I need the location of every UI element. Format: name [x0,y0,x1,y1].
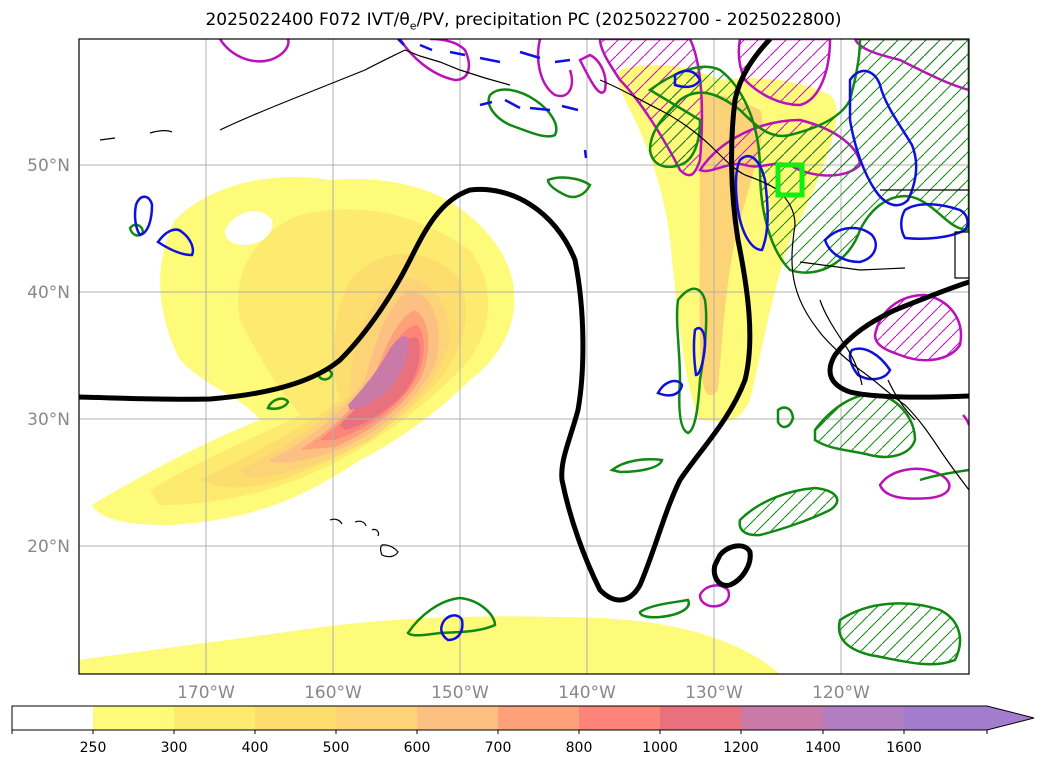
colorbar-tick-label: 400 [242,740,269,756]
lat-label: 40°N [27,283,70,303]
lat-label: 50°N [27,156,70,176]
map-frame [78,38,970,675]
lon-label: 120°W [812,683,870,703]
colorbar-tick-label: 500 [323,740,350,756]
colorbar-tick-label: 600 [404,740,431,756]
colorbar-segment [823,706,904,730]
gridlines [79,39,969,674]
colorbar-tick-label: 300 [161,740,188,756]
colorbar-segment [417,706,498,730]
colorbar-tick-label: 250 [80,740,107,756]
target-region-box [775,162,805,198]
lat-axis-labels: 50°N 40°N 30°N 20°N [27,156,70,557]
colorbar-segment [255,706,336,730]
lon-label: 140°W [558,683,616,703]
colorbar-segment [660,706,741,730]
lon-label: 170°W [177,683,235,703]
pv-contours [133,39,969,642]
ivt-1200-region [348,336,409,410]
theta-contours [79,39,969,603]
map-title: 2025022400 F072 IVT/θe/PV, precipitation… [205,10,842,33]
colorbar-segment [93,706,174,730]
colorbar-tick-label: 1600 [886,740,922,756]
colorbar-segment [174,706,255,730]
lon-label: 150°W [431,683,489,703]
precip-hatched-regions [128,39,969,666]
colorbar-segment [741,706,823,730]
colorbar: 250 300 400 500 600 700 800 1000 1200 14… [11,705,1035,756]
colorbar-tick-label: 1000 [642,740,678,756]
colorbar-tick-label: 800 [566,740,593,756]
colorbar-tick-label: 1200 [723,740,759,756]
lat-label: 30°N [27,410,70,430]
lon-axis-labels: 170°W 160°W 150°W 140°W 130°W 120°W [177,683,870,703]
colorbar-segment [12,706,93,730]
colorbar-extend-arrow [904,706,1034,730]
ivt-southern-band [79,616,780,674]
colorbar-tick-label: 1400 [805,740,841,756]
colorbar-segment [498,706,579,730]
coastlines [99,49,969,558]
lon-label: 130°W [685,683,743,703]
lon-label: 160°W [304,683,362,703]
colorbar-segment [579,706,660,730]
lat-label: 20°N [27,537,70,557]
colorbar-tick-label: 700 [485,740,512,756]
colorbar-segment [336,706,417,730]
ivt-low-cutout [224,211,273,245]
map-area [79,39,969,674]
